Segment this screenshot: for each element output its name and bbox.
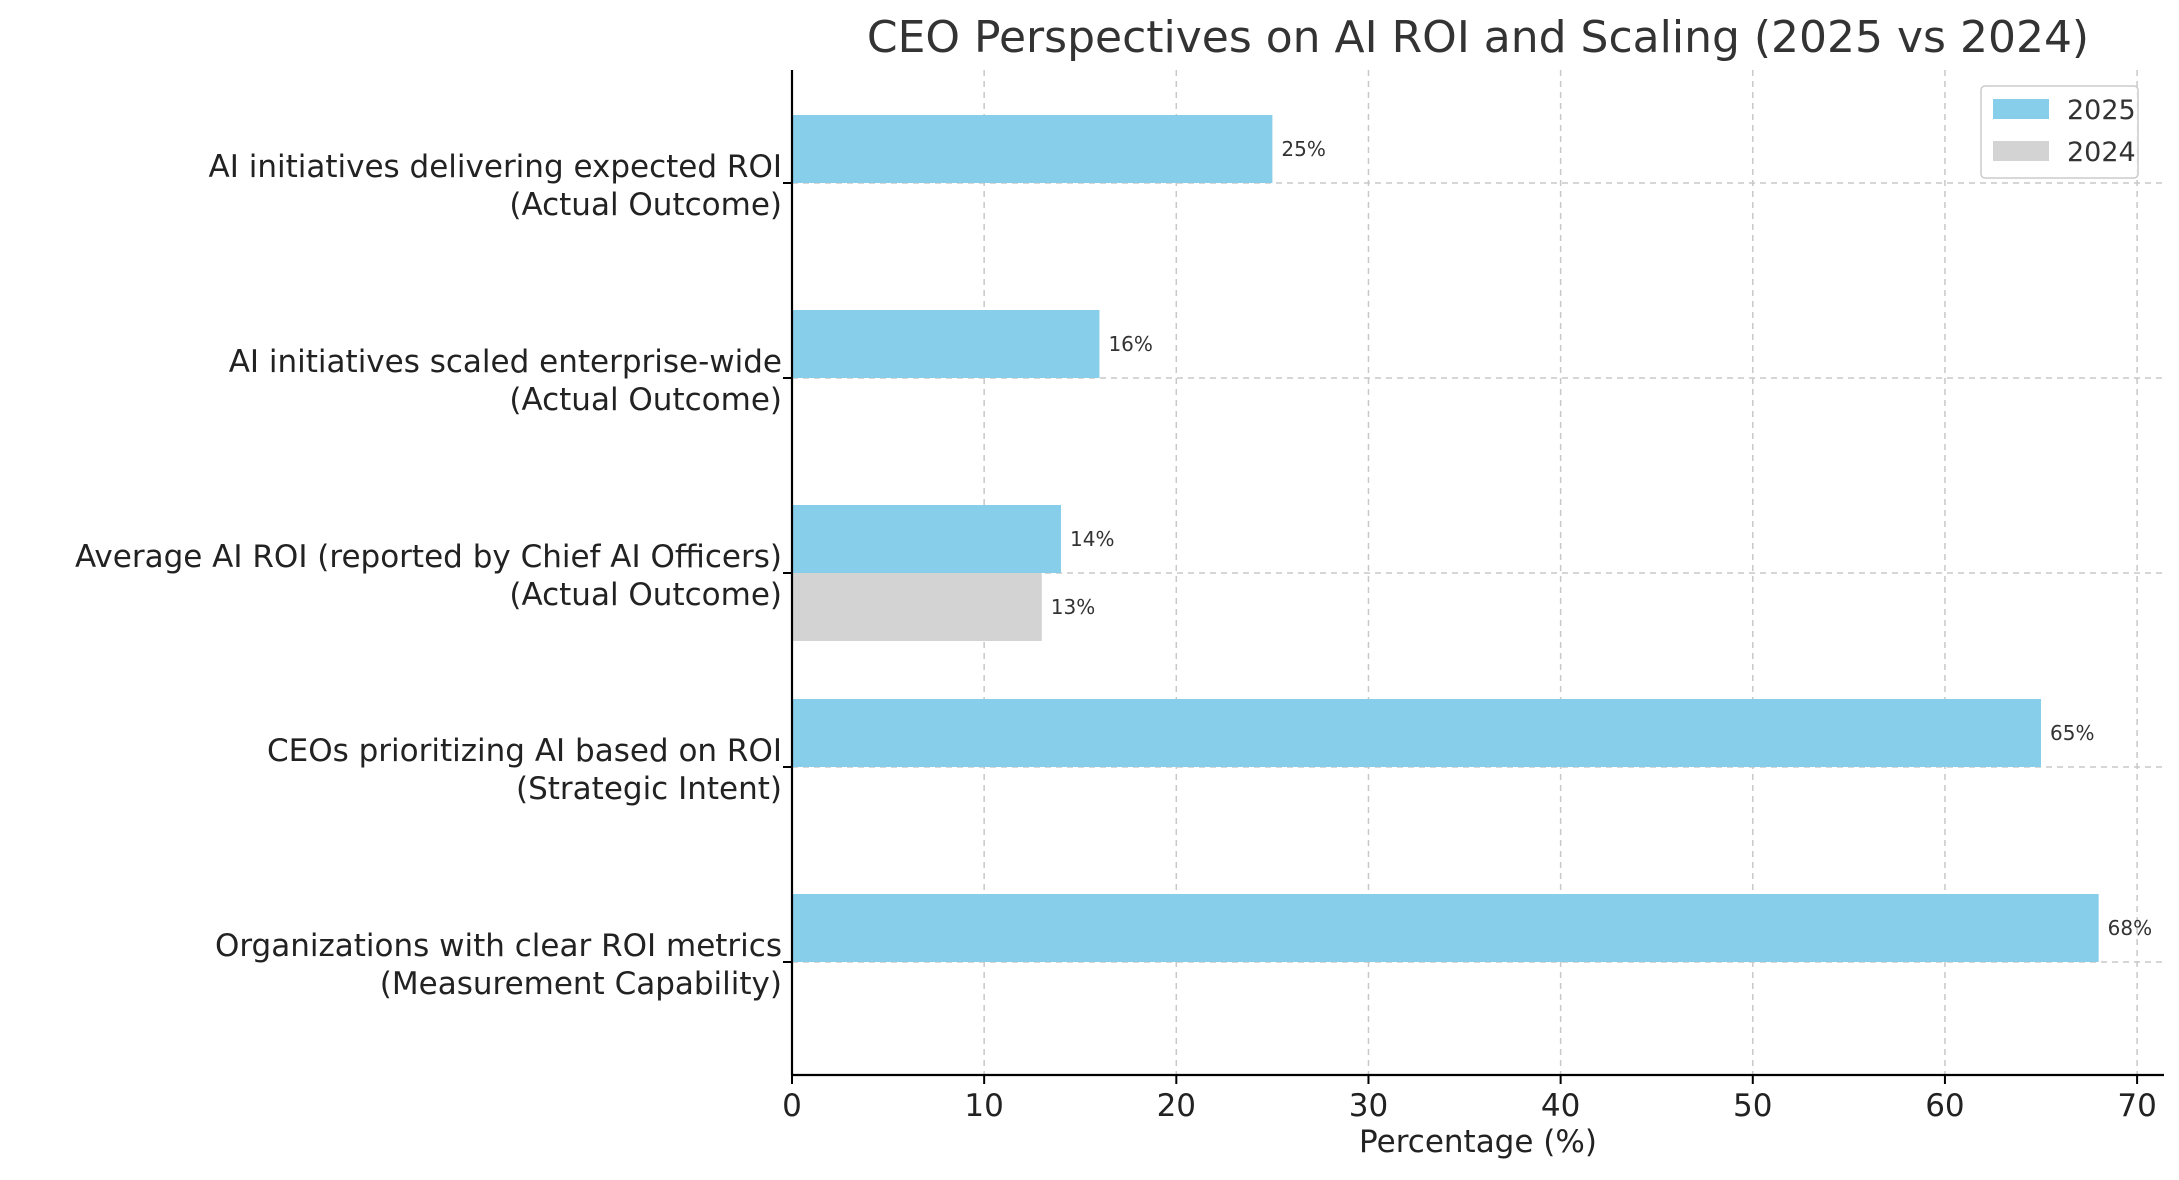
legend: 2025 2024	[1980, 85, 2139, 179]
y-tick-label: AI initiatives scaled enterprise-wide (Ac…	[229, 344, 782, 418]
bar-2025-1	[792, 310, 1100, 378]
data-label: 14%	[1070, 527, 1114, 551]
y-tick-label-line: (Measurement Capability)	[380, 966, 782, 1002]
x-tick-label: 30	[1349, 1088, 1388, 1124]
y-tick-label-line: Organizations with clear ROI metrics	[215, 928, 782, 964]
y-tick-label-line: (Actual Outcome)	[509, 187, 782, 223]
data-label: 16%	[1108, 332, 1152, 356]
data-label: 65%	[2050, 721, 2094, 745]
legend-swatch-2024	[1993, 141, 2049, 161]
x-tick-label: 40	[1541, 1088, 1580, 1124]
y-tick-label-line: (Actual Outcome)	[509, 577, 782, 613]
x-tick-label: 20	[1157, 1088, 1196, 1124]
bar-2025-2	[792, 505, 1062, 573]
bar-2025-4	[792, 894, 2099, 962]
bar-2025-3	[792, 699, 2042, 767]
bars	[792, 115, 2099, 962]
y-tick-label-line: CEOs prioritizing AI based on ROI	[267, 733, 782, 769]
y-tick-label-line: AI initiatives delivering expected ROI	[209, 149, 782, 185]
y-tick-label: Organizations with clear ROI metrics (Mea…	[215, 928, 782, 1002]
y-tick-label-line: (Strategic Intent)	[516, 771, 782, 807]
x-tick-label: 60	[1925, 1088, 1964, 1124]
y-tick-label: Average AI ROI (reported by Chief AI Off…	[75, 539, 782, 613]
bar-2024-2	[792, 573, 1042, 641]
y-tick-label-line: Average AI ROI (reported by Chief AI Off…	[75, 539, 782, 575]
x-tick-label: 70	[2117, 1088, 2156, 1124]
y-tick-label-line: (Actual Outcome)	[509, 382, 782, 418]
data-label: 25%	[1281, 137, 1325, 161]
legend-label-2024: 2024	[2067, 137, 2136, 168]
data-label: 68%	[2108, 916, 2152, 940]
bar-2025-0	[792, 115, 1273, 183]
legend-label-2025: 2025	[2067, 95, 2136, 126]
legend-swatch-2025	[1993, 99, 2049, 119]
y-tick-label: CEOs prioritizing AI based on ROI (Strate…	[267, 733, 782, 807]
x-tick-label: 10	[964, 1088, 1003, 1124]
axes	[783, 70, 2164, 1084]
x-axis-label: Percentage (%)	[1359, 1124, 1597, 1160]
y-tick-label: AI initiatives delivering expected ROI (A…	[209, 149, 782, 223]
x-tick-label: 50	[1733, 1088, 1772, 1124]
labels: CEO Perspectives on AI ROI and Scaling (…	[75, 12, 2157, 1160]
x-tick-label: 0	[782, 1088, 802, 1124]
data-label: 13%	[1051, 595, 1095, 619]
y-tick-label-line: AI initiatives scaled enterprise-wide	[229, 344, 782, 380]
chart-title: CEO Perspectives on AI ROI and Scaling (…	[867, 12, 2089, 63]
